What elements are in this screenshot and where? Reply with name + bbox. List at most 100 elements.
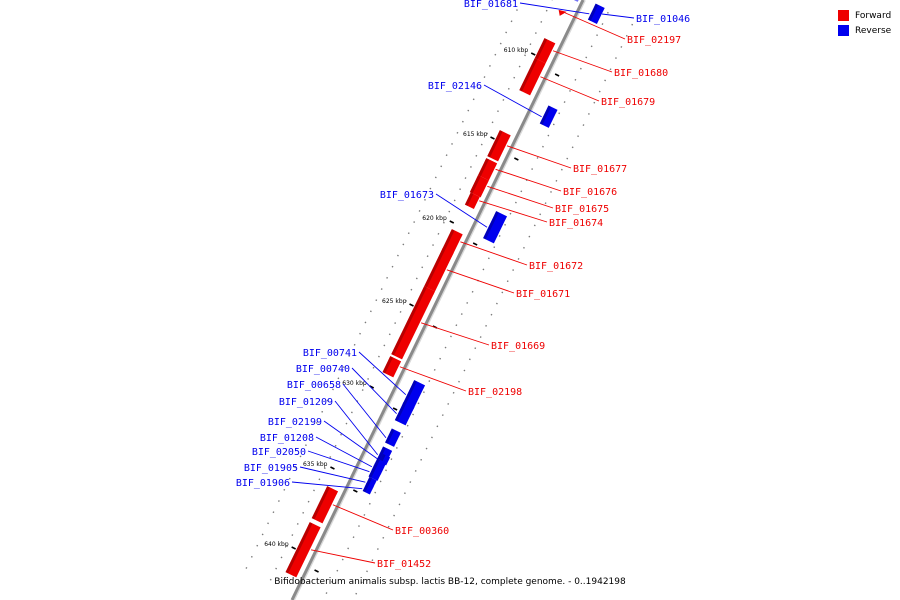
gene-leader-line — [565, 12, 626, 40]
gene-bif_01676: BIF_01676 — [478, 158, 617, 198]
gene-bif_02198: BIF_02198 — [382, 356, 522, 398]
gene-leader-line — [483, 84, 542, 118]
gene-shade — [368, 462, 379, 478]
gene-leader-line — [307, 450, 370, 473]
gene-face — [401, 402, 415, 411]
gene-body — [285, 522, 321, 578]
scale-label: 615 kbp — [463, 131, 488, 138]
gene-shade — [534, 38, 548, 60]
legend: Forward Reverse — [838, 8, 891, 38]
minor-tick — [514, 157, 519, 161]
gene-label: BIF_01906 — [236, 478, 290, 489]
gene-bif_01669: BIF_01669 — [391, 286, 545, 360]
gene-face — [381, 453, 391, 461]
guide-track — [322, 11, 609, 600]
gene-bif_01677: BIF_01677 — [487, 130, 627, 175]
scale-tick — [330, 466, 335, 470]
gene-shade — [391, 286, 427, 356]
legend-label-reverse: Reverse — [855, 25, 892, 36]
guide-track — [241, 0, 523, 577]
gene-label: BIF_00741 — [303, 348, 357, 359]
genome-caption: Bifidobacterium animalis subsp. lactis B… — [274, 577, 626, 587]
gene-body — [402, 380, 426, 410]
minor-tick — [472, 242, 478, 246]
scale-label: 635 kbp — [303, 461, 328, 468]
gene-shade — [394, 402, 407, 422]
gene-leader-line — [332, 504, 394, 531]
gene-shade — [377, 446, 386, 460]
gene-label: BIF_01046 — [636, 14, 690, 25]
scale-tick — [530, 52, 536, 56]
gene-face — [494, 211, 507, 220]
gene-bif_01681: BIF_01681 — [464, 0, 605, 25]
legend-item-forward: Forward — [838, 8, 891, 23]
gene-leader-line — [540, 76, 600, 102]
gene-bif_01680: BIF_01680 — [534, 38, 668, 79]
gene-leader-line — [495, 168, 562, 192]
gene-leader-line — [342, 383, 387, 439]
gene-leader-line — [446, 269, 515, 294]
gene-face — [308, 522, 321, 531]
scale-tick — [409, 303, 414, 307]
gene-shade — [442, 229, 455, 251]
gene-face — [542, 38, 556, 47]
gene-bif_01452: BIF_01452 — [285, 522, 431, 578]
gene-label: BIF_01675 — [555, 204, 609, 215]
scale-label: 630 kbp — [342, 380, 367, 387]
gene-label: BIF_01680 — [614, 68, 668, 79]
gene-body — [487, 130, 511, 162]
guide-track — [266, 0, 553, 589]
gene-face — [476, 175, 489, 184]
gene-bif_00360: BIF_00360 — [311, 486, 449, 537]
gene-face — [533, 58, 546, 67]
gene-leader-line — [310, 549, 376, 564]
gene-leader-line — [323, 420, 379, 460]
gene-face — [375, 458, 387, 467]
gene-shade — [519, 58, 538, 92]
gene-bif_02146: BIF_02146 — [428, 81, 558, 128]
minor-tick — [314, 569, 319, 573]
legend-label-forward: Forward — [855, 10, 892, 21]
gene-bif_01671: BIF_01671 — [424, 248, 570, 300]
gene-face — [388, 356, 402, 365]
gene-bif_02050: BIF_02050 — [252, 447, 385, 481]
scale-label: 625 kbp — [382, 298, 407, 305]
minor-tick — [392, 407, 398, 411]
gene-face — [546, 105, 558, 114]
gene-leader-line — [358, 351, 407, 396]
gene-leader-line — [519, 2, 590, 15]
gene-body — [483, 211, 507, 244]
gene-label: BIF_01681 — [464, 0, 518, 10]
scale-label: 610 kbp — [504, 47, 529, 54]
gene-shade — [469, 175, 481, 194]
gene-label: BIF_02199 — [268, 417, 322, 428]
gene-face — [412, 380, 426, 389]
gene-leader-line — [552, 50, 613, 73]
gene-label: BIF_01452 — [377, 559, 431, 570]
gene-label: BIF_01673 — [380, 190, 434, 201]
scale-label: 620 kbp — [422, 215, 447, 222]
scale-tick — [490, 136, 495, 140]
gene-label: BIF_02146 — [428, 81, 482, 92]
gene-face — [422, 286, 436, 295]
gene-face — [498, 130, 511, 139]
forward-swatch — [838, 10, 849, 21]
gene-body — [391, 286, 436, 360]
gene-leader-line — [291, 481, 363, 490]
gene-face — [574, 0, 579, 2]
gene-shade — [402, 380, 417, 406]
gene-bif_01906: BIF_01906 — [236, 478, 374, 495]
gene-label: BIF_00360 — [395, 526, 449, 537]
gene-label: BIF_01209 — [279, 397, 333, 408]
gene-label: BIF_01672 — [529, 261, 583, 272]
gene-leader-line — [506, 145, 572, 169]
gene-face — [450, 229, 463, 238]
gene-bif_00741: BIF_00741 — [303, 348, 426, 410]
gene-leader-line — [487, 185, 554, 209]
gene-face — [468, 192, 480, 201]
gene-bif_01675: BIF_01675 — [469, 175, 609, 215]
gene-bif_01673: BIF_01673 — [380, 190, 507, 244]
gene-label: BIF_00740 — [296, 364, 350, 375]
gene-bif_01679: BIF_01679 — [519, 58, 655, 108]
